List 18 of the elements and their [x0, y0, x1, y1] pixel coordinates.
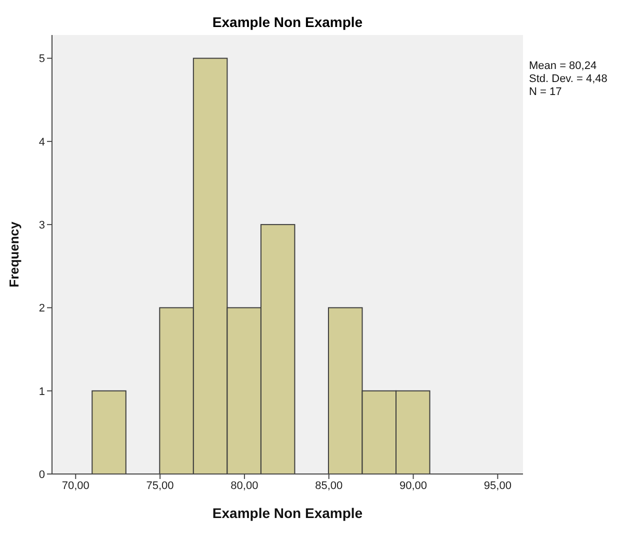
x-tick-label: 75,00 — [146, 480, 174, 492]
y-axis-title: Frequency — [6, 220, 22, 288]
x-axis-title: Example Non Example — [212, 505, 363, 521]
text: Mean = 80,24 — [529, 60, 598, 73]
chart-title: Example Non Example — [211, 14, 364, 30]
y-tick-label: 1 — [38, 386, 45, 398]
y-tick-label: 0 — [38, 468, 45, 481]
text: Std. Dev. = 4,48 — [529, 73, 608, 86]
x-tick-label: 70,00 — [62, 480, 90, 492]
y-tick-label: 3 — [38, 219, 45, 232]
y-tick-label: 4 — [38, 136, 45, 148]
x-tick-label: 90,00 — [400, 480, 428, 492]
y-tick-label: 2 — [38, 302, 45, 315]
text: N = 17 — [529, 86, 563, 99]
y-tick-label: 5 — [38, 53, 45, 66]
x-tick-label: 85,00 — [315, 480, 343, 492]
x-tick-label: 80,00 — [230, 480, 258, 492]
x-tick-label: 95,00 — [484, 480, 512, 492]
